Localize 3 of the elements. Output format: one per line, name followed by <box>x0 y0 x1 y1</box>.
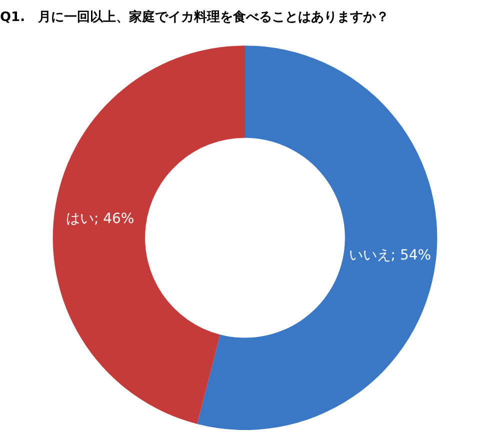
chart-title: Q1. 月に一回以上、家庭でイカ料理を食べることはありますか？ <box>0 9 390 26</box>
slice-label: はい; 46% <box>66 211 134 228</box>
slice-label: いいえ; 54% <box>348 248 432 264</box>
